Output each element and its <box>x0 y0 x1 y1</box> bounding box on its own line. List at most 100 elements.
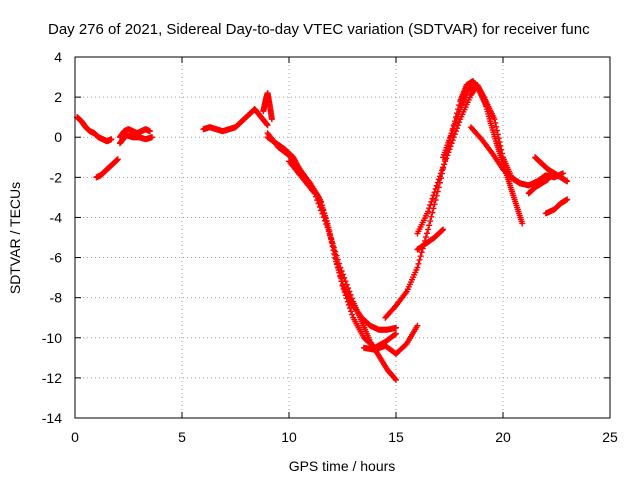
data-point <box>339 271 346 278</box>
y-tick-label: 2 <box>54 89 62 105</box>
data-point <box>494 131 501 138</box>
data-point <box>428 213 435 220</box>
data-point <box>443 155 450 162</box>
series-arc-13 <box>414 226 447 253</box>
data-point <box>431 201 438 208</box>
data-point <box>493 123 500 130</box>
y-axis-label: SDTVAR / TECUs <box>7 182 23 294</box>
y-tick-label: -14 <box>42 410 62 426</box>
data-point <box>414 322 421 329</box>
x-tick-label: 25 <box>602 429 618 445</box>
data-point <box>319 210 326 217</box>
data-point <box>440 226 447 233</box>
data-point <box>456 119 463 126</box>
data-point <box>346 305 353 312</box>
data-point <box>347 291 354 298</box>
data-point <box>318 207 325 214</box>
data-point <box>339 282 346 289</box>
data-point <box>414 264 421 271</box>
data-point <box>447 143 454 150</box>
series-arc-4 <box>116 132 156 147</box>
data-point <box>431 189 438 196</box>
data-point <box>343 281 350 288</box>
data-point <box>425 208 432 215</box>
plot-frame <box>74 56 611 419</box>
data-point <box>451 131 458 138</box>
data-point <box>497 142 504 149</box>
data-point <box>393 376 399 383</box>
data-point <box>435 176 442 183</box>
data-point <box>436 173 443 180</box>
data-point <box>417 253 424 260</box>
data-point <box>329 240 336 247</box>
series-arc-2 <box>93 156 121 181</box>
data-point <box>108 136 115 143</box>
data-point <box>391 331 398 338</box>
y-tick-label: -8 <box>50 290 63 306</box>
data-point <box>517 180 524 187</box>
data-point <box>498 146 505 153</box>
data-point <box>433 182 440 189</box>
data-point <box>495 135 502 142</box>
data-series <box>74 78 571 383</box>
data-point <box>429 195 436 202</box>
chart-title: Day 276 of 2021, Sidereal Day-to-day VTE… <box>48 21 590 38</box>
x-tick-label: 5 <box>178 429 186 445</box>
data-point <box>429 209 436 216</box>
data-point <box>439 227 446 234</box>
data-point <box>346 288 353 295</box>
data-point <box>432 196 439 203</box>
data-point <box>311 190 318 197</box>
data-point <box>499 150 506 157</box>
data-point <box>268 116 275 123</box>
data-point <box>338 267 345 274</box>
data-point <box>348 308 355 315</box>
series-arc-15 <box>467 124 524 187</box>
data-point <box>146 128 153 135</box>
grid <box>75 57 610 418</box>
data-point <box>430 192 437 199</box>
data-point <box>320 214 327 221</box>
x-tick-label: 10 <box>281 429 297 445</box>
data-point <box>422 234 429 241</box>
data-point <box>321 217 328 224</box>
data-point <box>343 295 350 302</box>
data-point <box>323 221 330 228</box>
data-point <box>345 301 352 308</box>
data-point <box>149 134 156 141</box>
data-point <box>442 158 449 165</box>
data-point <box>418 249 425 256</box>
data-point <box>424 230 431 237</box>
data-point <box>393 324 399 331</box>
data-point <box>325 228 332 235</box>
data-point <box>426 222 433 229</box>
data-point <box>427 202 434 209</box>
data-point <box>316 204 323 211</box>
x-tick-label: 0 <box>71 429 79 445</box>
data-point <box>437 170 444 177</box>
data-point <box>427 218 434 225</box>
data-point <box>559 170 566 177</box>
series-arc-11 <box>382 78 489 321</box>
y-tick-label: -4 <box>50 209 63 225</box>
series-arc-17 <box>532 154 571 185</box>
data-point <box>336 260 343 267</box>
x-tick-label: 20 <box>495 429 511 445</box>
series-arc-5 <box>200 106 271 135</box>
data-point <box>334 256 341 263</box>
data-point <box>264 122 271 129</box>
data-point <box>324 224 331 231</box>
y-tick-label: -6 <box>50 250 63 266</box>
data-point <box>426 205 433 212</box>
series-arc-1 <box>74 114 115 145</box>
data-point <box>345 285 352 292</box>
data-point <box>114 156 121 163</box>
y-tick-label: -12 <box>42 370 62 386</box>
data-point <box>315 200 322 207</box>
y-tick-label: 4 <box>54 49 62 65</box>
axis-ticks: 0 5 10 15 20 25 -14 -12 -10 -8 -6 -4 -2 0 2 4 <box>42 49 618 445</box>
x-tick-label: 15 <box>388 429 404 445</box>
x-axis-label: GPS time / hours <box>289 458 396 474</box>
series-arc-18 <box>542 196 571 217</box>
